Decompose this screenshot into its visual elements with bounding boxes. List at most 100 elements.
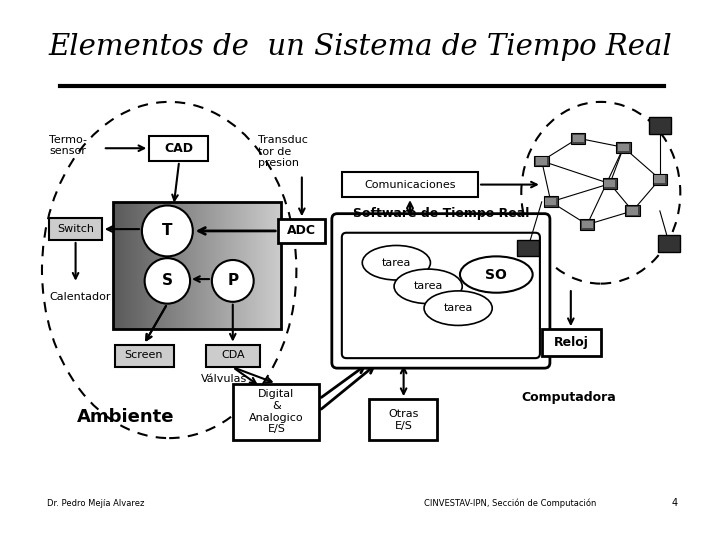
Bar — [246, 202, 248, 329]
FancyBboxPatch shape — [332, 214, 550, 368]
Bar — [210, 202, 211, 329]
Bar — [188, 202, 189, 329]
Bar — [137, 202, 138, 329]
Bar — [572, 134, 583, 142]
Bar — [627, 207, 638, 214]
Bar — [205, 202, 207, 329]
Bar — [248, 202, 249, 329]
Bar — [117, 202, 118, 329]
Bar — [213, 202, 214, 329]
Bar — [658, 235, 680, 252]
Bar — [140, 202, 141, 329]
Bar — [251, 202, 252, 329]
Bar — [113, 202, 281, 329]
Text: Válvulas: Válvulas — [201, 374, 247, 384]
Bar — [151, 202, 152, 329]
Bar — [146, 202, 148, 329]
Bar — [158, 202, 159, 329]
Bar — [234, 202, 235, 329]
Text: tarea: tarea — [444, 303, 473, 313]
FancyBboxPatch shape — [342, 233, 540, 358]
Bar — [142, 202, 143, 329]
Bar — [231, 202, 232, 329]
Bar — [122, 202, 123, 329]
Bar — [124, 202, 125, 329]
Bar — [176, 202, 177, 329]
Bar — [250, 202, 251, 329]
Bar — [266, 202, 267, 329]
Bar — [256, 202, 257, 329]
Text: Transduc
tor de
presion: Transduc tor de presion — [258, 136, 308, 168]
Bar — [148, 202, 149, 329]
Bar — [166, 202, 167, 329]
Bar — [257, 202, 258, 329]
Bar — [49, 218, 102, 240]
Bar — [208, 202, 209, 329]
Bar — [127, 202, 128, 329]
Bar — [203, 202, 204, 329]
Text: CINVESTAV-IPN, Sección de Computación: CINVESTAV-IPN, Sección de Computación — [423, 498, 596, 508]
Text: tarea: tarea — [382, 258, 411, 268]
Text: CAD: CAD — [165, 141, 194, 155]
Bar — [125, 202, 127, 329]
Bar — [116, 202, 117, 329]
Bar — [175, 202, 176, 329]
Bar — [199, 202, 200, 329]
Bar — [279, 202, 280, 329]
Bar — [201, 202, 202, 329]
Bar — [272, 202, 273, 329]
Bar — [235, 202, 236, 329]
Bar — [236, 202, 238, 329]
Bar — [219, 202, 220, 329]
Bar — [233, 202, 234, 329]
Bar — [198, 202, 199, 329]
Bar — [143, 202, 144, 329]
Bar — [277, 202, 278, 329]
Bar — [197, 202, 198, 329]
Bar — [238, 202, 239, 329]
Bar — [152, 202, 153, 329]
Bar — [138, 202, 139, 329]
Text: SO: SO — [485, 267, 507, 281]
Bar — [603, 178, 617, 189]
Text: Ambiente: Ambiente — [76, 408, 174, 426]
Bar — [571, 133, 585, 144]
Bar — [129, 202, 130, 329]
Bar — [220, 202, 221, 329]
Bar — [517, 240, 539, 256]
Bar — [170, 202, 171, 329]
Bar — [174, 202, 175, 329]
Bar — [274, 202, 276, 329]
Bar — [177, 202, 179, 329]
Text: ADC: ADC — [287, 225, 316, 238]
Bar — [120, 202, 121, 329]
Bar — [278, 202, 279, 329]
Bar — [156, 202, 158, 329]
Bar — [167, 202, 168, 329]
Text: Computadora: Computadora — [521, 391, 616, 404]
Text: Dr. Pedro Mejía Alvarez: Dr. Pedro Mejía Alvarez — [47, 499, 144, 508]
Bar — [253, 202, 255, 329]
Bar — [224, 202, 225, 329]
Bar — [541, 329, 600, 356]
Bar — [202, 202, 203, 329]
Text: Software de Tiempo Real: Software de Tiempo Real — [353, 207, 529, 220]
Bar — [194, 202, 196, 329]
Bar — [149, 202, 150, 329]
Bar — [205, 345, 260, 367]
Bar — [168, 202, 169, 329]
Bar — [618, 144, 629, 151]
Bar — [249, 202, 250, 329]
Bar — [232, 202, 233, 329]
Text: Elementos de  un Sistema de Tiempo Real: Elementos de un Sistema de Tiempo Real — [48, 33, 672, 62]
Bar — [217, 202, 218, 329]
Bar — [182, 202, 183, 329]
Bar — [229, 202, 230, 329]
Bar — [187, 202, 188, 329]
Bar — [212, 202, 213, 329]
Bar — [191, 202, 192, 329]
Bar — [652, 174, 667, 185]
Bar — [654, 176, 665, 183]
Bar — [536, 157, 547, 165]
Bar — [261, 202, 262, 329]
